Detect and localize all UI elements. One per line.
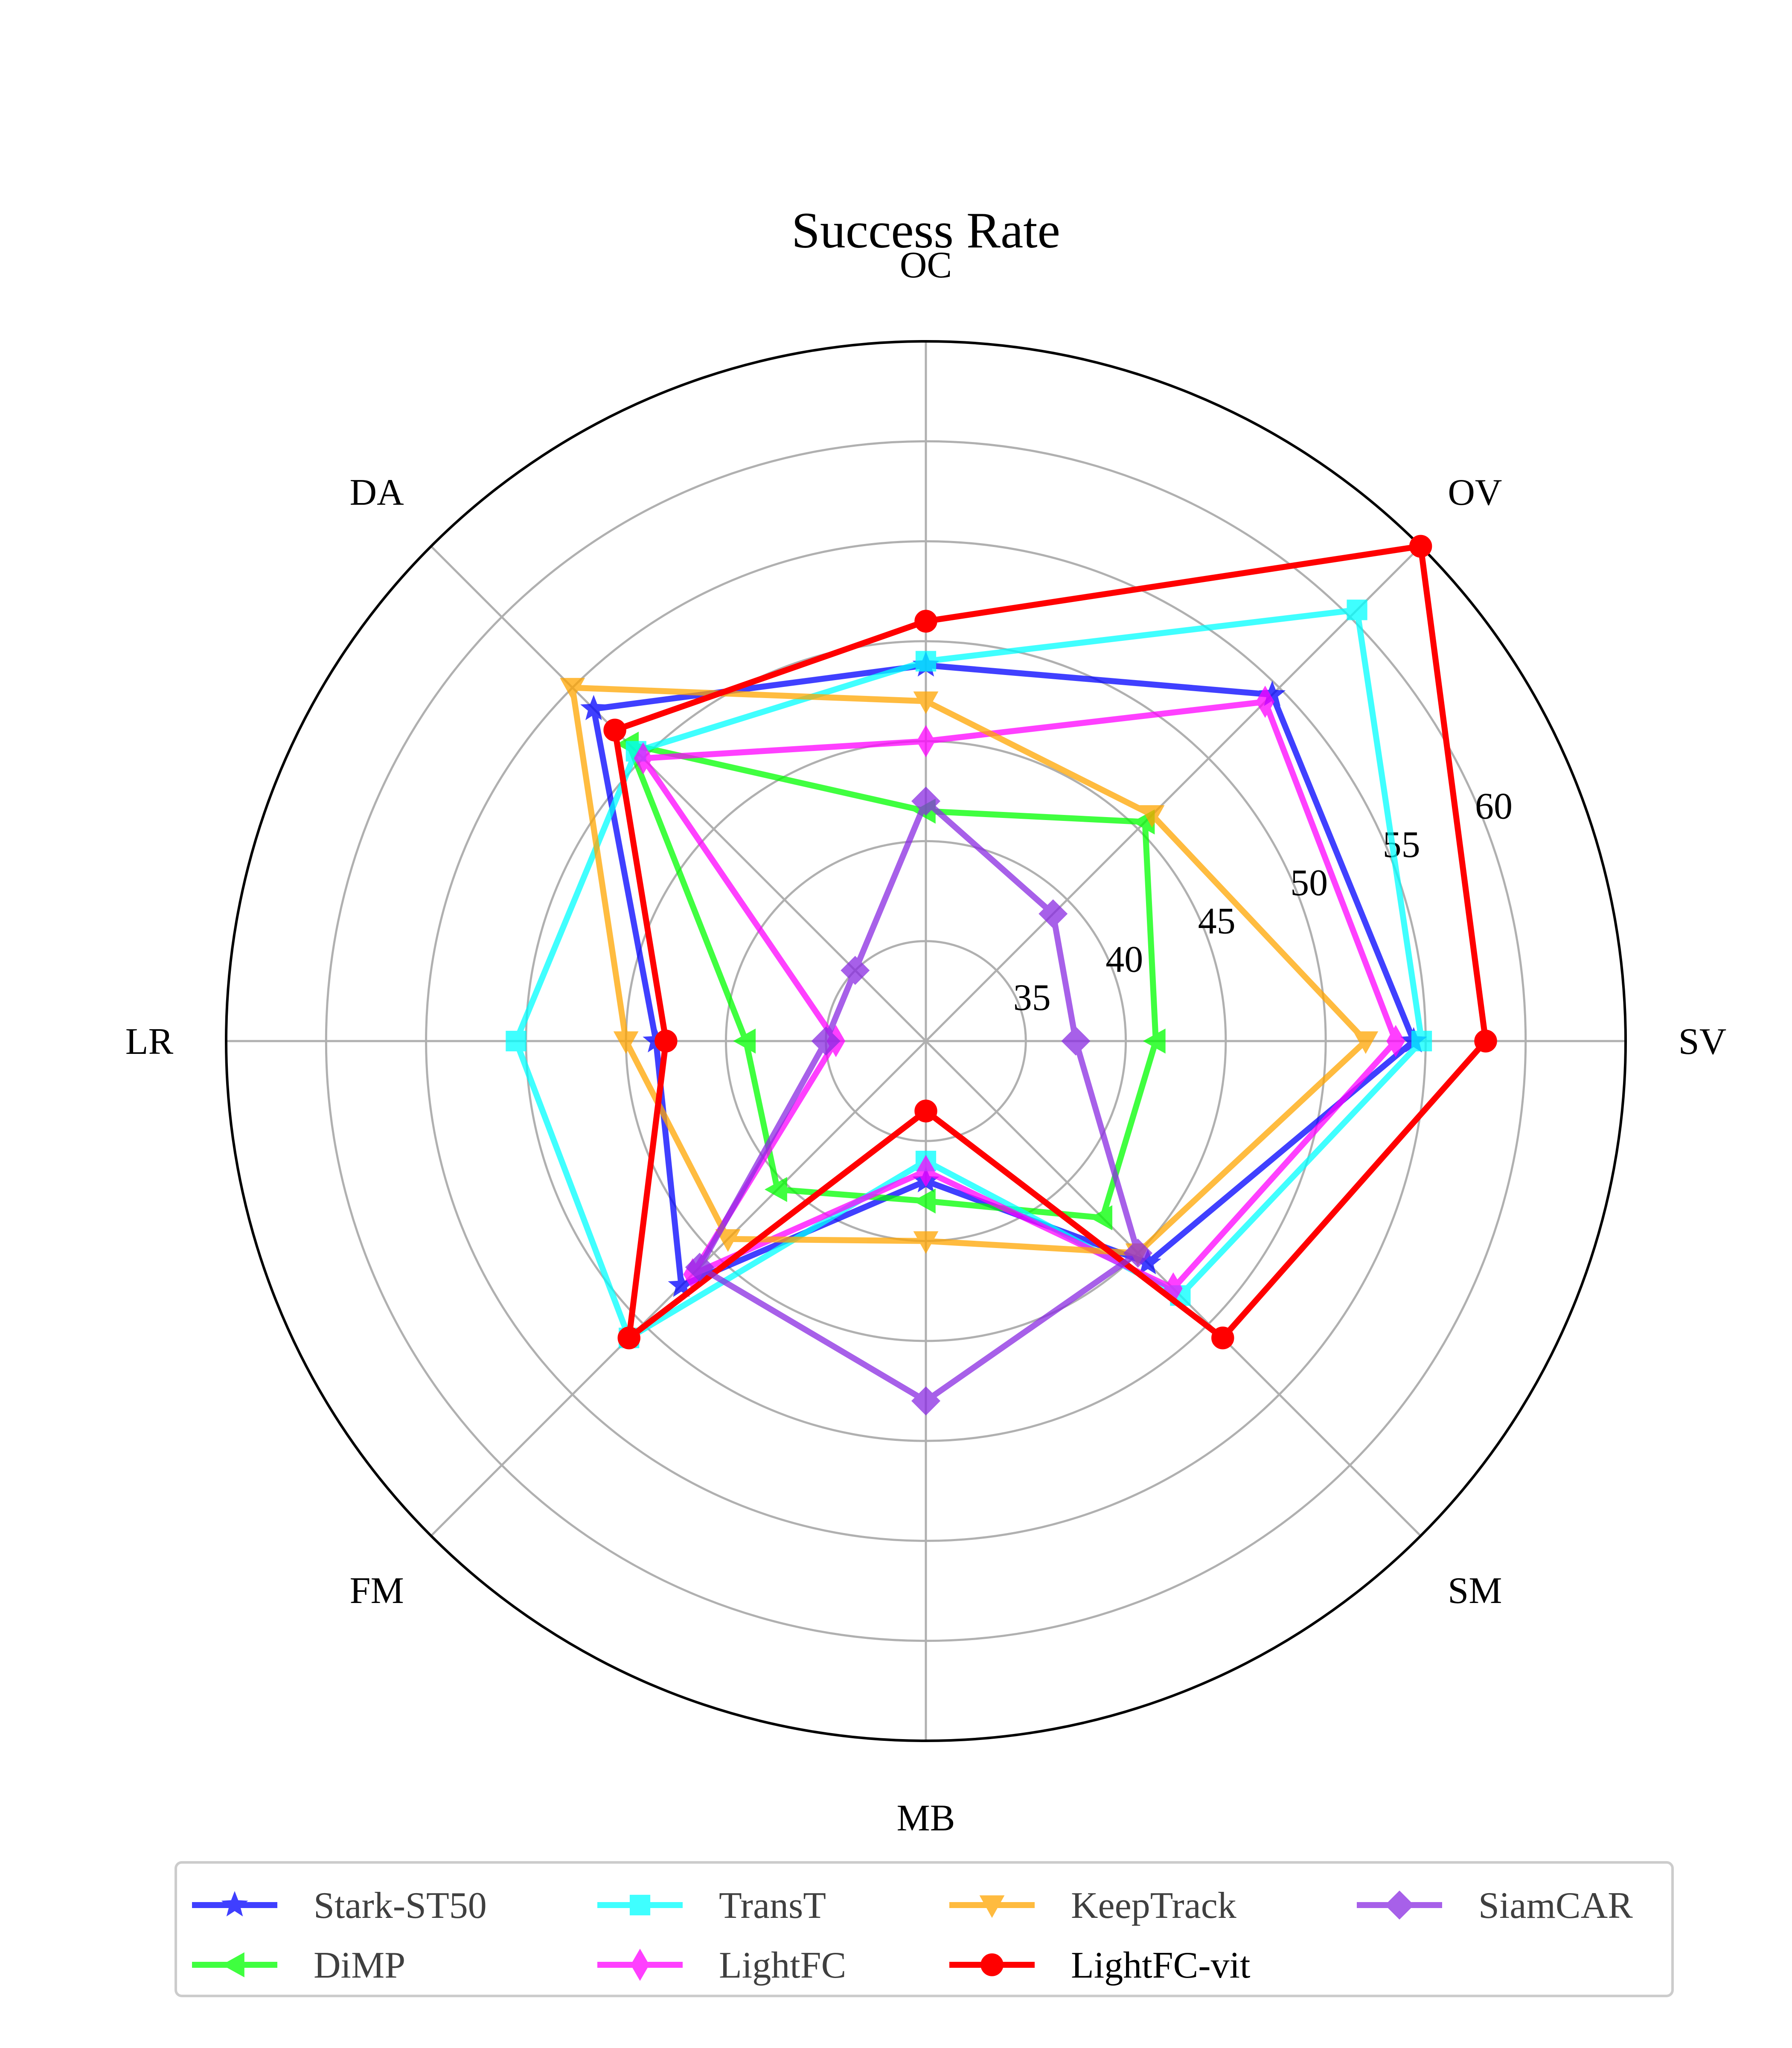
legend-marker <box>629 1894 651 1916</box>
legend-marker <box>221 1891 248 1917</box>
series-line <box>624 740 1159 1221</box>
axis-label-mb: MB <box>897 1798 955 1839</box>
r-tick-label: 35 <box>1013 977 1051 1018</box>
data-point <box>603 719 626 742</box>
data-point <box>634 742 653 775</box>
data-point <box>617 1327 640 1350</box>
data-point <box>913 1231 939 1254</box>
data-point <box>841 956 870 985</box>
grid-spoke-ov <box>925 545 1422 1042</box>
data-point <box>1353 1031 1379 1054</box>
legend-item-transt: TransT <box>597 1885 826 1926</box>
series-lightfc-vit <box>603 535 1497 1350</box>
data-point <box>913 1188 936 1214</box>
data-point <box>1039 899 1068 928</box>
data-point <box>506 1030 527 1052</box>
legend-marker <box>221 1952 244 1978</box>
axis-label-fm: FM <box>350 1570 404 1612</box>
grid-spoke-da <box>430 545 927 1042</box>
chart-title: Success Rate <box>791 202 1060 259</box>
data-point <box>560 678 585 701</box>
data-point <box>914 1100 937 1123</box>
data-point <box>1347 599 1367 620</box>
data-point <box>655 1030 678 1053</box>
axis-label-oc: OC <box>900 244 952 286</box>
data-point <box>1211 1327 1234 1350</box>
legend-item-siamcar: SiamCAR <box>1357 1885 1633 1926</box>
legend-label: TransT <box>719 1885 826 1926</box>
axis-labels: OC OV SV SM MB FM LR DA <box>125 244 1726 1839</box>
r-tick-label: 45 <box>1198 901 1236 942</box>
legend-label: DiMP <box>314 1945 405 1986</box>
legend-marker <box>631 1949 649 1981</box>
data-point <box>916 1155 935 1187</box>
data-point <box>613 1031 639 1054</box>
series-dimp <box>616 731 1166 1231</box>
series-line <box>590 662 1417 1290</box>
legend-item-keeptrack: KeepTrack <box>949 1885 1236 1926</box>
data-point <box>733 1028 756 1054</box>
data-point <box>916 725 935 757</box>
data-point <box>811 1026 841 1056</box>
data-point <box>913 691 939 714</box>
r-tick-label: 50 <box>1290 862 1328 904</box>
r-tick-label: 40 <box>1105 939 1143 980</box>
series-line <box>569 684 1370 1257</box>
data-point <box>914 610 937 633</box>
data-point <box>1411 1030 1432 1052</box>
legend-item-stark-st50: Stark-ST50 <box>192 1885 487 1926</box>
legend-marker <box>1385 1890 1414 1920</box>
legend-item-lightfc-vit: LightFC-vit <box>949 1945 1251 1986</box>
axis-label-sm: SM <box>1448 1570 1502 1612</box>
legend-frame <box>175 1861 1674 1997</box>
axis-label-lr: LR <box>125 1021 174 1062</box>
legend: Stark-ST50 TransT KeepTrack SiamCAR DiMP Ligh… <box>175 1861 1674 1997</box>
data-point <box>1123 1238 1153 1268</box>
data-point <box>1139 805 1165 828</box>
legend-marker <box>979 1895 1005 1918</box>
series-layer <box>506 535 1497 1416</box>
axis-label-da: DA <box>350 472 404 513</box>
legend-label: LightFC <box>719 1945 846 1986</box>
data-point <box>685 1253 714 1282</box>
axis-label-ov: OV <box>1448 472 1502 513</box>
legend-item-dimp: DiMP <box>192 1945 405 1986</box>
legend-marker <box>980 1953 1004 1976</box>
legend-label: KeepTrack <box>1071 1885 1236 1926</box>
data-point <box>1090 1205 1112 1231</box>
outer-frame <box>225 340 1627 1742</box>
data-point <box>1474 1030 1497 1053</box>
radar-grid <box>225 340 1627 1742</box>
legend-label: LightFC-vit <box>1071 1945 1251 1986</box>
data-point <box>1143 1028 1166 1054</box>
data-point <box>911 1386 941 1416</box>
data-point <box>1061 1026 1091 1056</box>
legend-label: SiamCAR <box>1478 1885 1633 1926</box>
series-siamcar <box>685 786 1153 1416</box>
data-point <box>915 651 937 672</box>
axis-label-sv: SV <box>1679 1021 1727 1062</box>
data-point <box>764 1177 787 1202</box>
r-tick-label: 60 <box>1475 786 1513 827</box>
series-line <box>695 796 1142 1405</box>
data-point <box>1386 1025 1405 1057</box>
series-keeptrack <box>560 678 1379 1266</box>
data-point <box>580 695 607 721</box>
data-point <box>1256 686 1275 718</box>
legend-item-lightfc: LightFC <box>597 1945 846 1986</box>
data-point <box>1409 535 1432 558</box>
data-point <box>715 1229 741 1252</box>
legend-label: Stark-ST50 <box>314 1885 487 1926</box>
data-point <box>911 786 941 816</box>
